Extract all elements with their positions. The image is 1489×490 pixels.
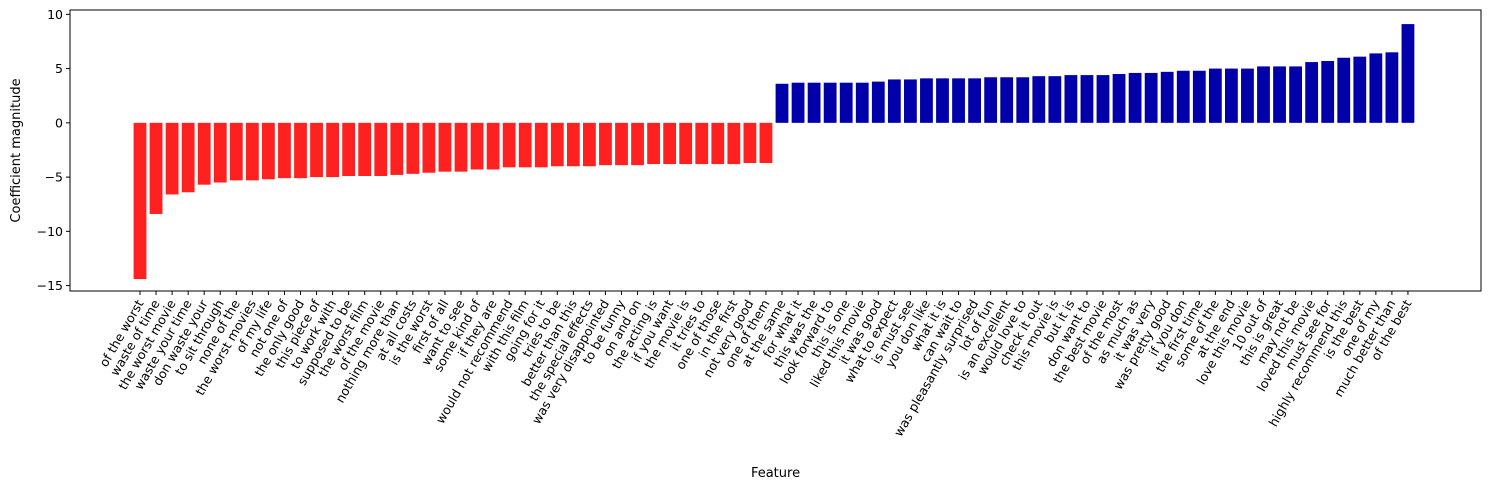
x-axis-label: Feature — [751, 466, 800, 481]
bar-41 — [791, 82, 805, 123]
bar-78 — [1385, 52, 1399, 123]
bar-2 — [165, 122, 179, 195]
bar-40 — [775, 83, 789, 123]
bar-45 — [855, 82, 869, 123]
bar-0 — [133, 122, 147, 280]
bar-12 — [326, 122, 339, 178]
bar-6 — [229, 122, 243, 181]
bar-66 — [1192, 70, 1206, 123]
bar-38 — [743, 122, 757, 163]
bar-11 — [310, 122, 323, 178]
bar-31 — [631, 122, 644, 166]
bar-43 — [823, 82, 837, 123]
bar-32 — [647, 122, 660, 165]
bar-17 — [406, 122, 420, 174]
bar-27 — [566, 122, 580, 167]
bar-36 — [711, 122, 725, 165]
bar-55 — [1016, 77, 1030, 123]
bar-68 — [1225, 68, 1238, 123]
bar-57 — [1048, 76, 1062, 123]
bar-47 — [887, 79, 901, 123]
bar-76 — [1353, 56, 1367, 123]
bars-group — [133, 24, 1415, 280]
bar-73 — [1305, 62, 1319, 123]
bar-37 — [727, 122, 741, 165]
bar-77 — [1369, 53, 1383, 123]
bar-1 — [149, 122, 163, 214]
bar-26 — [550, 122, 564, 167]
bar-7 — [245, 122, 259, 181]
bar-54 — [1000, 77, 1014, 123]
bar-8 — [262, 122, 275, 180]
bar-58 — [1064, 75, 1078, 123]
bar-19 — [438, 122, 452, 172]
y-tick-label-4: 5 — [55, 61, 63, 76]
bar-53 — [984, 77, 998, 123]
bar-75 — [1337, 57, 1351, 123]
bar-59 — [1080, 75, 1094, 123]
bar-13 — [342, 122, 356, 176]
bar-4 — [197, 122, 211, 185]
bar-9 — [278, 122, 291, 179]
bar-67 — [1208, 68, 1222, 123]
y-tick-label-1: −10 — [37, 224, 63, 239]
bar-22 — [486, 122, 500, 170]
bar-29 — [599, 122, 612, 166]
bar-61 — [1112, 74, 1126, 123]
bar-65 — [1176, 70, 1190, 123]
bar-46 — [871, 81, 885, 123]
bar-35 — [695, 122, 709, 165]
bar-5 — [213, 122, 227, 183]
bar-14 — [358, 122, 372, 176]
bar-34 — [679, 122, 693, 165]
bar-15 — [374, 122, 388, 176]
bar-72 — [1289, 66, 1302, 123]
plot-frame — [69, 9, 1482, 292]
bar-23 — [502, 122, 516, 168]
bar-16 — [390, 122, 404, 175]
bar-74 — [1321, 60, 1335, 123]
bar-64 — [1160, 71, 1174, 123]
bar-25 — [534, 122, 548, 168]
bar-79 — [1401, 24, 1415, 123]
bar-63 — [1144, 72, 1158, 123]
bar-42 — [807, 82, 821, 123]
bar-69 — [1241, 68, 1254, 123]
bar-21 — [470, 122, 484, 170]
y-tick-label-5: 10 — [47, 7, 63, 22]
y-tick-label-3: 0 — [55, 115, 63, 130]
bar-60 — [1096, 75, 1110, 123]
bar-48 — [904, 79, 917, 123]
bar-10 — [294, 122, 307, 179]
bar-33 — [663, 122, 677, 165]
bar-44 — [839, 82, 853, 123]
bar-39 — [759, 122, 773, 163]
y-axis-label: Coefficient magnitude — [9, 78, 24, 222]
bar-18 — [422, 122, 436, 173]
bar-30 — [615, 122, 628, 166]
y-tick-label-0: −15 — [37, 278, 63, 293]
bar-50 — [936, 78, 949, 123]
bar-71 — [1273, 66, 1286, 123]
bar-62 — [1128, 72, 1142, 123]
y-axis: −15 −10 −5 0 5 10 — [37, 7, 70, 293]
bar-52 — [968, 78, 981, 123]
bar-49 — [920, 78, 933, 123]
bar-3 — [181, 122, 195, 193]
bar-24 — [518, 122, 532, 168]
bar-70 — [1257, 66, 1270, 123]
bar-28 — [583, 122, 596, 167]
bar-20 — [454, 122, 468, 172]
y-tick-label-2: −5 — [45, 170, 63, 185]
bar-56 — [1032, 76, 1046, 123]
bar-51 — [952, 78, 965, 123]
